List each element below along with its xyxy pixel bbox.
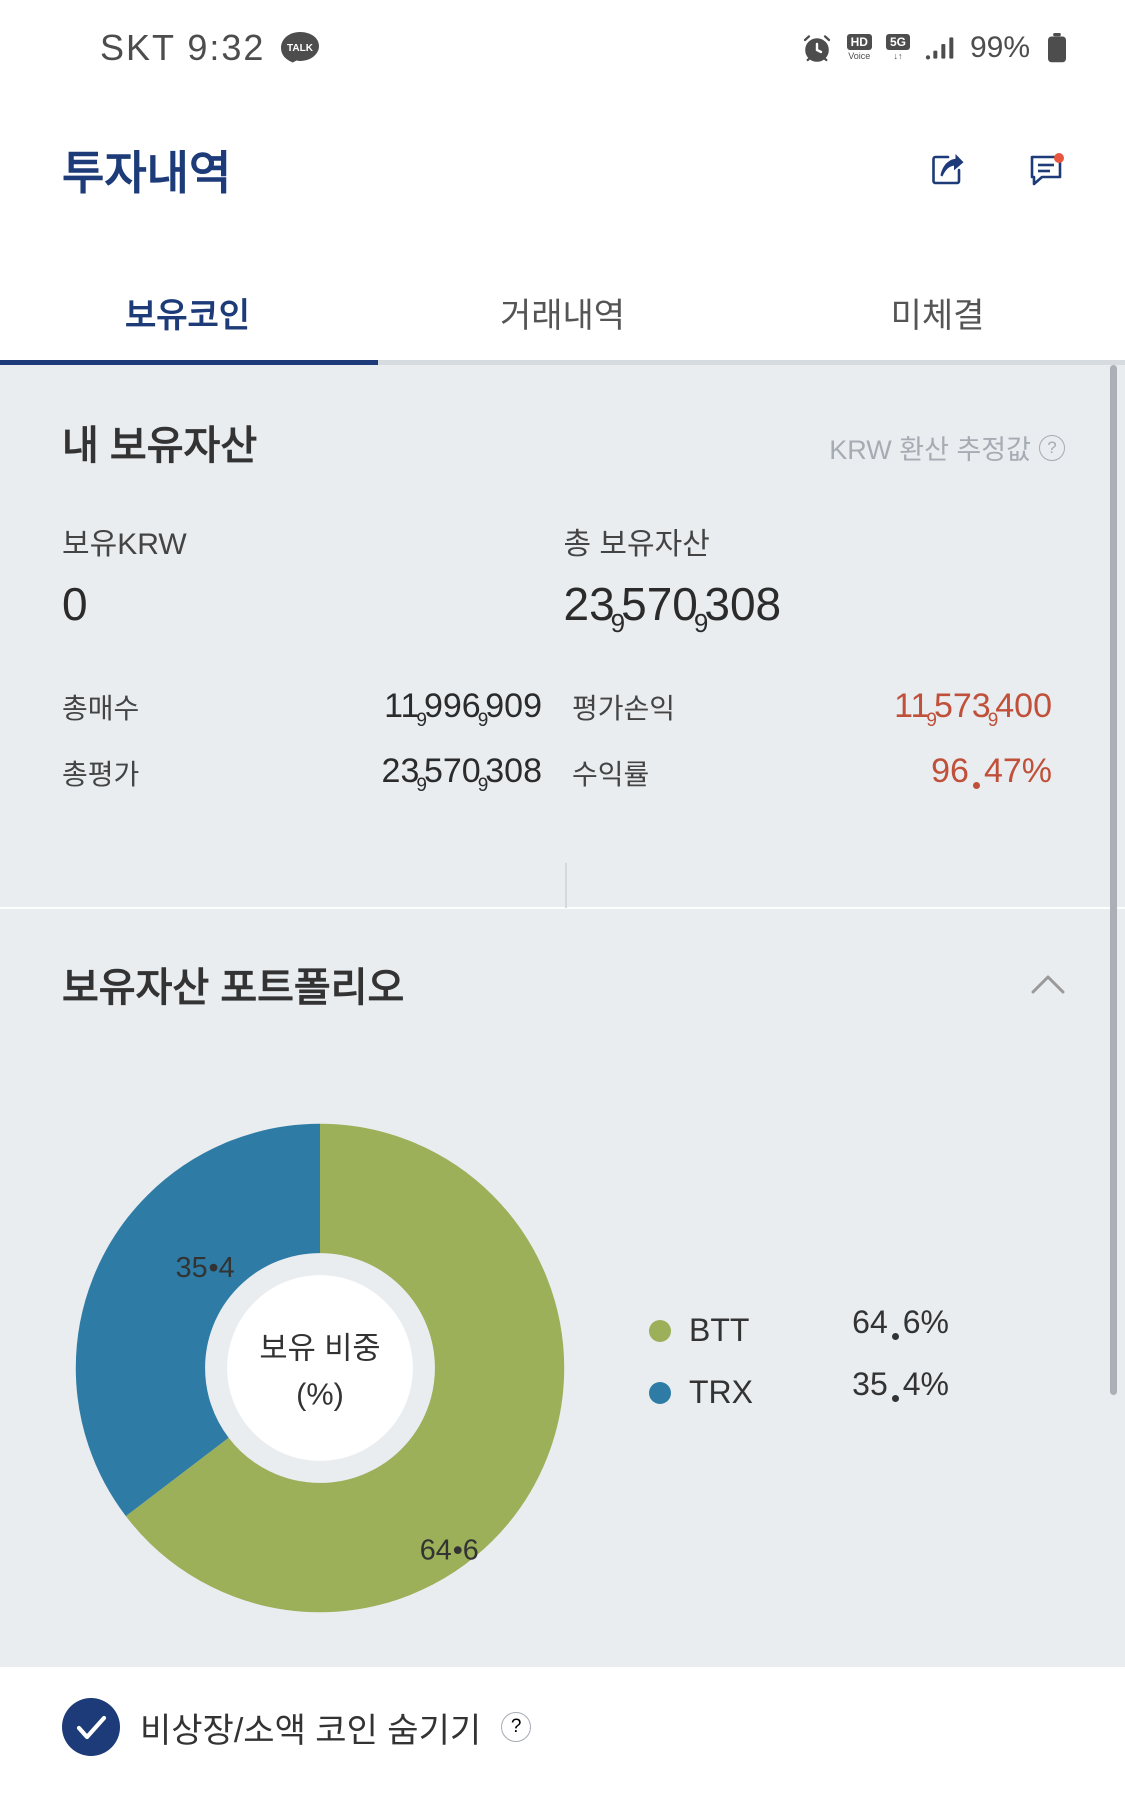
svg-text:35•4: 35•4 — [176, 1252, 235, 1284]
svg-text:64•6: 64•6 — [420, 1535, 479, 1567]
svg-text:보유 비중: 보유 비중 — [259, 1331, 380, 1365]
svg-text:(%): (%) — [296, 1377, 344, 1411]
svg-text:TALK: TALK — [287, 43, 314, 54]
